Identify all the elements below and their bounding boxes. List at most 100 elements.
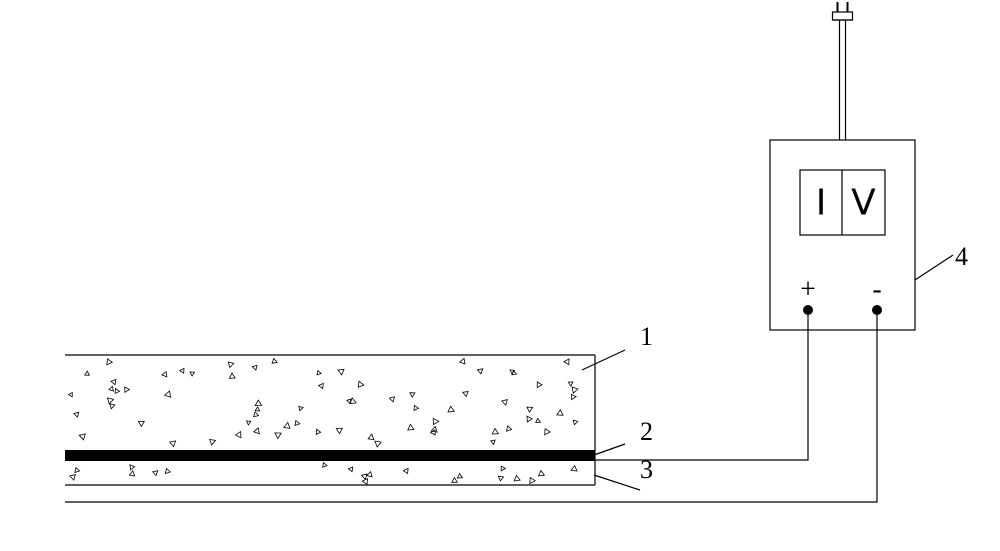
- speckle: [545, 429, 551, 435]
- terminal-positive: [803, 305, 813, 315]
- speckle: [170, 441, 176, 447]
- speckle: [507, 426, 512, 431]
- speckle: [75, 468, 80, 473]
- speckle: [410, 393, 415, 398]
- speckle: [433, 418, 439, 424]
- callout-leader: [582, 350, 625, 370]
- speckle: [477, 369, 482, 374]
- speckle: [348, 467, 352, 472]
- speckle: [69, 393, 73, 397]
- speckle: [317, 371, 321, 375]
- speckle: [190, 372, 195, 376]
- speckle: [295, 421, 300, 426]
- speckle: [463, 392, 468, 397]
- speckle: [319, 383, 324, 388]
- callout-label-3: 3: [640, 455, 653, 484]
- speckle: [571, 466, 577, 471]
- speckle: [85, 371, 90, 375]
- speckle: [572, 387, 578, 393]
- speckle: [254, 412, 259, 417]
- speckle: [130, 465, 135, 470]
- speckle: [457, 474, 462, 478]
- speckle: [539, 471, 545, 476]
- terminal-positive-label: +: [800, 274, 816, 305]
- speckle: [165, 391, 171, 397]
- speckle: [254, 428, 260, 434]
- wire-positive: [595, 315, 808, 460]
- speckle: [362, 479, 367, 485]
- speckle: [162, 372, 167, 377]
- speckle: [501, 466, 505, 471]
- speckle: [362, 474, 367, 479]
- speckle: [358, 381, 364, 387]
- speckle: [107, 359, 113, 365]
- speckle: [514, 475, 520, 481]
- speckle: [236, 432, 241, 438]
- speckle: [564, 359, 569, 365]
- terminal-negative-label: -: [872, 274, 881, 305]
- speckle: [272, 358, 277, 363]
- speckle: [557, 410, 563, 416]
- speckle: [491, 440, 495, 444]
- callout-label-1: 1: [640, 322, 653, 351]
- speckle: [403, 468, 408, 473]
- speckle: [284, 423, 290, 429]
- speckle: [408, 424, 414, 430]
- callout-leader: [594, 444, 625, 455]
- speckle: [110, 404, 115, 409]
- speckle: [492, 429, 498, 435]
- speckle: [247, 421, 251, 425]
- speckle: [368, 434, 374, 440]
- speckle: [527, 407, 533, 412]
- speckle: [229, 373, 235, 378]
- speckle: [336, 428, 342, 433]
- speckle: [70, 475, 76, 481]
- electrode-bar: [65, 450, 595, 461]
- callout-label-2: 2: [640, 417, 653, 446]
- speckle: [180, 368, 184, 373]
- speckle: [460, 358, 465, 364]
- speckle: [299, 406, 303, 410]
- speckle: [537, 382, 542, 388]
- terminal-negative: [872, 305, 882, 315]
- speckle: [109, 386, 114, 391]
- callout-leader: [594, 475, 640, 490]
- speckle: [108, 398, 114, 404]
- speckle: [79, 434, 85, 440]
- wire-negative: [65, 315, 877, 502]
- speckle: [367, 472, 372, 477]
- speckle: [323, 463, 327, 468]
- speckle: [414, 405, 419, 410]
- speckle: [74, 412, 79, 417]
- speckle: [530, 478, 535, 484]
- speckle: [338, 369, 344, 375]
- speckle: [571, 394, 576, 399]
- circuit-diagram: ⅠⅤ + - 1 2 3 4: [0, 0, 1000, 551]
- speckle: [448, 406, 454, 412]
- callout-label-4: 4: [955, 242, 968, 271]
- callout-leader: [915, 255, 953, 280]
- speckle: [138, 421, 144, 426]
- speckle: [452, 478, 458, 483]
- speckle: [255, 407, 260, 411]
- speckle: [568, 382, 573, 386]
- speckle: [255, 400, 261, 406]
- speckle: [210, 440, 216, 446]
- speckle: [390, 397, 395, 402]
- speckle: [573, 420, 578, 425]
- speckle: [228, 362, 234, 367]
- speckle: [165, 469, 170, 474]
- speckle: [498, 476, 503, 481]
- display-voltage-label: Ⅴ: [851, 183, 876, 223]
- speckle: [316, 429, 321, 434]
- speckle: [502, 400, 508, 406]
- speckle: [153, 471, 158, 476]
- speckle: [275, 433, 281, 439]
- plug-body: [833, 12, 853, 20]
- speckle: [129, 471, 134, 476]
- speckle: [125, 387, 130, 392]
- display-current-label: Ⅰ: [816, 183, 827, 223]
- speckle: [115, 389, 120, 394]
- speckle: [527, 416, 532, 422]
- speckle: [512, 371, 517, 375]
